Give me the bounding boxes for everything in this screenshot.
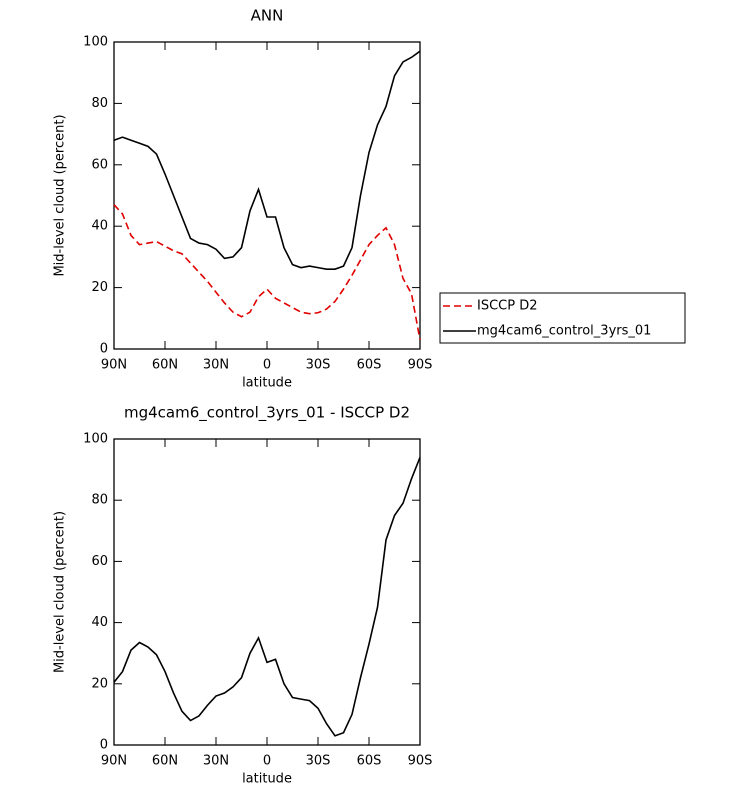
legend-label: ISCCP D2 (477, 299, 538, 314)
x-tick-label: 0 (263, 358, 271, 373)
y-tick-label: 80 (91, 96, 108, 111)
x-tick-label: 60S (357, 754, 382, 769)
y-tick-label: 60 (91, 554, 108, 569)
y-tick-label: 20 (91, 280, 108, 295)
y-tick-label: 40 (91, 219, 108, 234)
x-tick-label: 60N (152, 754, 178, 769)
y-tick-label: 80 (91, 493, 108, 508)
y-tick-label: 0 (100, 738, 108, 753)
x-tick-label: 30N (203, 754, 229, 769)
y-tick-label: 100 (83, 35, 108, 50)
x-tick-label: 90N (101, 754, 127, 769)
legend-label: mg4cam6_control_3yrs_01 (477, 324, 651, 339)
series-line (113, 457, 421, 737)
x-axis-label: latitude (242, 772, 292, 787)
series-line (113, 204, 421, 340)
y-tick-label: 20 (91, 676, 108, 691)
y-axis-label: Mid-level cloud (percent) (53, 511, 68, 673)
legend-box (439, 292, 686, 344)
y-tick-label: 40 (91, 615, 108, 630)
x-axis-label: latitude (242, 376, 292, 391)
x-tick-label: 90S (408, 358, 433, 373)
plot-frame (113, 438, 421, 746)
y-tick-label: 100 (83, 432, 108, 447)
x-tick-label: 30S (306, 754, 331, 769)
x-tick-label: 60S (357, 358, 382, 373)
x-tick-label: 30N (203, 358, 229, 373)
x-tick-label: 0 (263, 754, 271, 769)
series-line (113, 50, 421, 270)
x-tick-label: 60N (152, 358, 178, 373)
chart-title: ANN (251, 7, 284, 25)
plot-frame (113, 41, 421, 350)
y-tick-label: 60 (91, 157, 108, 172)
x-tick-label: 90S (408, 754, 433, 769)
x-tick-label: 30S (306, 358, 331, 373)
y-tick-label: 0 (100, 342, 108, 357)
y-axis-label: Mid-level cloud (percent) (53, 114, 68, 276)
chart-title: mg4cam6_control_3yrs_01 - ISCCP D2 (124, 404, 410, 423)
x-tick-label: 90N (101, 358, 127, 373)
